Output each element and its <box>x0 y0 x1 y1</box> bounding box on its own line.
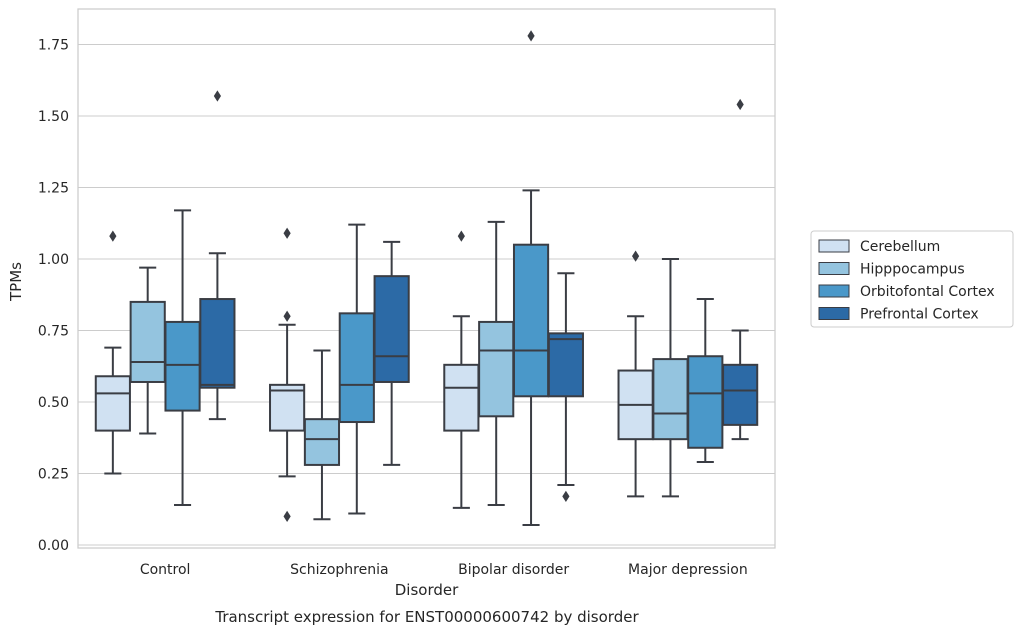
box <box>512 30 550 526</box>
box-body <box>722 363 759 426</box>
x-tick-label: Major depression <box>628 562 748 578</box>
box <box>199 90 236 421</box>
y-tick-label: 1.75 <box>38 38 69 54</box>
outlier-point <box>457 230 465 242</box>
y-tick-label: 1.25 <box>38 181 69 197</box>
outlier-point <box>283 227 291 239</box>
y-axis-label: TPMs <box>7 262 25 302</box>
box <box>617 250 654 498</box>
box <box>269 227 306 523</box>
box <box>338 223 375 515</box>
x-axis-label: Disorder <box>395 581 459 599</box>
series-hipppocampus <box>129 220 689 521</box>
outlier-point <box>632 250 640 262</box>
box <box>129 266 166 435</box>
box <box>652 258 689 498</box>
box-body <box>547 332 584 398</box>
box <box>303 349 341 521</box>
y-tick-label: 0.75 <box>38 324 69 340</box>
box-body <box>164 320 201 412</box>
outlier-point <box>213 90 221 102</box>
box-body <box>199 298 236 389</box>
x-tick-label: Bipolar disorder <box>458 562 569 578</box>
y-axis-ticks: 0.00 0.25 0.50 0.75 1.00 1.25 1.50 1.75 <box>38 38 69 555</box>
outlier-point <box>109 230 117 242</box>
box <box>443 230 480 509</box>
box <box>687 298 724 464</box>
legend-swatch <box>818 262 850 275</box>
legend-swatch <box>818 307 850 320</box>
series-prefrontal-cortex <box>199 90 759 503</box>
legend: Cerebellum Hipppocampus Orbitofontal Corte… <box>810 230 1014 328</box>
outlier-point <box>736 98 744 111</box>
y-tick-label: 0.50 <box>38 395 69 411</box>
y-tick-label: 1.50 <box>38 109 69 125</box>
outlier-point <box>562 490 570 503</box>
box-body <box>443 363 480 432</box>
box-body <box>94 375 131 432</box>
box-body <box>478 320 515 418</box>
box <box>722 98 759 441</box>
box <box>373 240 410 466</box>
outlier-point <box>283 310 291 322</box>
y-tick-label: 0.00 <box>38 538 69 554</box>
legend-swatch <box>818 239 850 253</box>
legend-swatch <box>818 284 850 298</box>
box-body <box>338 312 375 424</box>
y-tick-label: 1.00 <box>38 252 69 268</box>
box-body <box>512 243 550 398</box>
x-tick-label: Control <box>140 562 191 578</box>
x-axis-ticks: Control Schizophrenia Bipolar disorder Majo… <box>140 562 748 578</box>
box-body <box>652 358 689 441</box>
legend-label: Prefrontal Cortex <box>860 307 979 323</box>
box <box>547 272 584 503</box>
series-cerebellum <box>94 227 654 523</box>
box <box>94 230 131 475</box>
outlier-point <box>283 510 291 523</box>
legend-label: Orbitofontal Cortex <box>860 284 995 300</box>
y-tick-label: 0.25 <box>38 467 69 483</box>
box-body <box>303 418 341 466</box>
outlier-point <box>527 30 535 42</box>
x-tick-label: Schizophrenia <box>290 562 388 578</box>
box <box>478 220 515 506</box>
box-body <box>129 300 166 383</box>
series-orbitofontal-cortex <box>164 30 724 526</box>
box-body <box>373 275 410 383</box>
box-body <box>269 383 306 432</box>
chart-caption: Transcript expression for ENST0000060074… <box>214 608 639 626</box>
box-body <box>687 355 724 449</box>
legend-label: Hipppocampus <box>860 262 965 278</box>
box <box>164 209 201 506</box>
legend-label: Cerebellum <box>860 239 940 255</box>
legend-frame <box>810 230 1014 328</box>
plot-frame <box>77 8 776 549</box>
box-plot-series <box>94 30 759 526</box>
